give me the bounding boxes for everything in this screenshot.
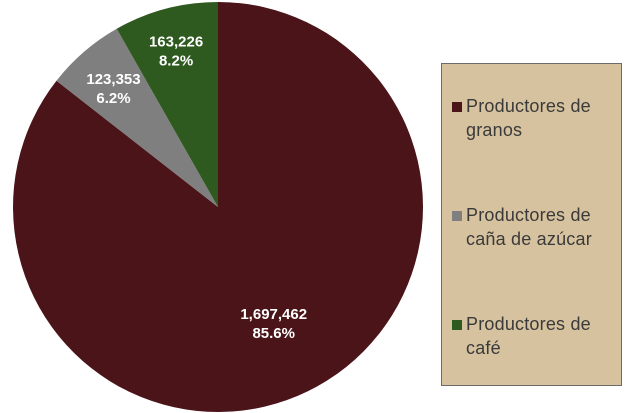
pie-data-labels: 1,697,462 85.6% 123,353 6.2% 163,226 8.2%	[86, 33, 307, 342]
data-label-percent-cana: 6.2%	[96, 90, 130, 107]
data-label-value-cana: 123,353	[86, 71, 140, 88]
legend-item-cana: Productores de caña de azúcar	[452, 203, 620, 251]
pie-slices	[13, 2, 424, 412]
pie-slice-cana	[56, 28, 219, 208]
data-label-percent-cafe: 8.2%	[159, 52, 193, 69]
data-label-value-cafe: 163,226	[149, 33, 203, 50]
legend-item-granos: Productores de granos	[452, 94, 620, 142]
pie-slice-cafe	[116, 2, 218, 207]
legend-swatch-granos	[452, 102, 462, 112]
pie-slice-granos	[13, 2, 424, 412]
legend: Productores de granos Productores de cañ…	[441, 63, 622, 386]
legend-swatch-cafe	[452, 320, 462, 330]
legend-swatch-cana	[452, 211, 462, 221]
legend-label-granos: Productores de granos	[466, 96, 591, 140]
legend-item-cafe: Productores de café	[452, 312, 620, 360]
legend-label-cafe: Productores de café	[466, 314, 591, 358]
data-label-value-granos: 1,697,462	[240, 306, 307, 323]
legend-label-cana: Productores de caña de azúcar	[466, 205, 592, 249]
data-label-percent-granos: 85.6%	[252, 325, 295, 342]
